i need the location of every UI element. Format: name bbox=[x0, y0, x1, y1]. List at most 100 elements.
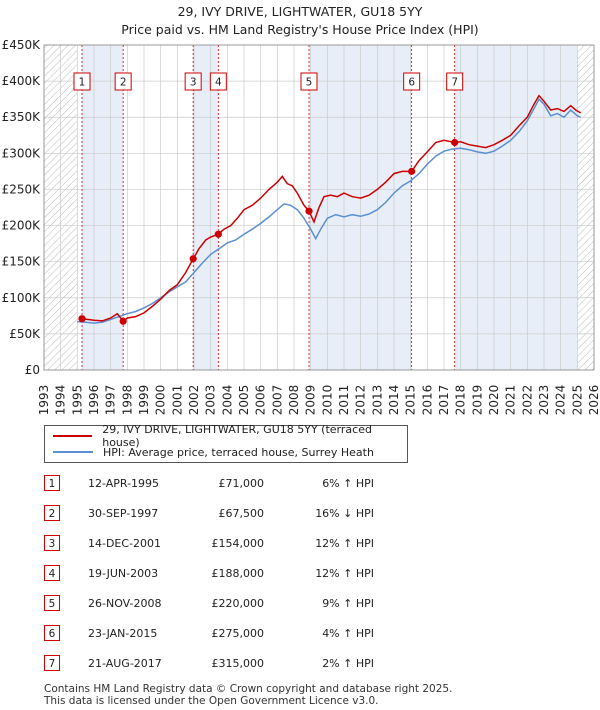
x-tick-label: 1994 bbox=[54, 385, 68, 416]
x-tick-label: 2002 bbox=[187, 385, 201, 416]
price-chart: 1 2 3 4 5 6 7 £0 £50K £100K £150K £200K £250K £300K £3… bbox=[2, 38, 600, 416]
x-tick-label: 2005 bbox=[237, 385, 251, 416]
tx-price: £275,000 bbox=[211, 627, 265, 640]
x-tick-label: 2026 bbox=[587, 385, 600, 416]
tx-date: 30-SEP-1997 bbox=[88, 507, 159, 520]
y-tick-label: £200K bbox=[2, 219, 42, 233]
x-tick-label: 2006 bbox=[254, 385, 268, 416]
tx-price: £67,500 bbox=[218, 507, 265, 520]
sale-label-box bbox=[114, 72, 132, 91]
footer-licence: This data is licensed under the Open Gov… bbox=[44, 695, 379, 707]
sale-point bbox=[119, 317, 127, 325]
sale-label-box bbox=[184, 72, 202, 91]
x-tick-label: 2011 bbox=[337, 385, 351, 416]
tx-price: £315,000 bbox=[211, 657, 265, 670]
tx-number-badge: 6 bbox=[44, 625, 60, 641]
x-tick-label: 2014 bbox=[387, 385, 401, 416]
x-tick-label: 2017 bbox=[437, 385, 451, 416]
x-tick-label: 2022 bbox=[520, 385, 534, 416]
sale-label-box bbox=[209, 72, 227, 91]
sale-point bbox=[451, 138, 459, 147]
sale-point bbox=[189, 255, 197, 263]
x-tick-label: 2008 bbox=[287, 385, 301, 416]
y-tick-label: £150K bbox=[2, 255, 42, 269]
x-tick-label: 2024 bbox=[554, 385, 568, 416]
tx-price: £154,000 bbox=[211, 537, 265, 550]
legend: 29, IVY DRIVE, LIGHTWATER, GU18 5YY (ter… bbox=[44, 423, 408, 463]
chart-title: 29, IVY DRIVE, LIGHTWATER, GU18 5YY bbox=[177, 4, 423, 19]
y-tick-label: £450K bbox=[2, 38, 42, 52]
x-tick-label: 2013 bbox=[370, 385, 384, 416]
tx-number-badge: 4 bbox=[44, 565, 60, 581]
tx-hpi-diff: 12% ↑ HPI bbox=[315, 537, 374, 550]
x-tick-label: 2004 bbox=[220, 385, 234, 416]
sale-label: 2 bbox=[120, 77, 127, 89]
y-tick-label: £300K bbox=[2, 146, 42, 160]
x-tick-label: 2016 bbox=[420, 385, 434, 416]
tx-price: £71,000 bbox=[218, 477, 265, 490]
sale-point bbox=[78, 315, 86, 323]
y-tick-label: £400K bbox=[2, 74, 42, 88]
x-tick-label: 1999 bbox=[137, 385, 151, 416]
x-tick-label: 2025 bbox=[570, 385, 584, 416]
x-tick-label: 1995 bbox=[70, 385, 84, 416]
sale-point bbox=[214, 230, 222, 238]
tx-date: 21-AUG-2017 bbox=[88, 657, 162, 670]
sale-interval-shade bbox=[82, 45, 124, 370]
tx-number-badge: 2 bbox=[44, 505, 60, 521]
x-tick-label: 2020 bbox=[487, 385, 501, 416]
tx-date: 23-JAN-2015 bbox=[88, 627, 158, 640]
legend-label-hpi: HPI: Average price, terraced house, Surr… bbox=[103, 445, 374, 459]
x-tick-label: 2012 bbox=[354, 385, 368, 416]
legend-item-hpi: HPI: Average price, terraced house, Surr… bbox=[53, 445, 374, 459]
sale-interval-shade bbox=[193, 45, 219, 370]
plot-frame bbox=[43, 44, 595, 371]
legend-swatch-property bbox=[53, 435, 93, 437]
sale-label: 7 bbox=[451, 77, 458, 89]
y-tick-label: £350K bbox=[2, 110, 42, 124]
x-tick-label: 1993 bbox=[37, 385, 51, 416]
x-tick-label: 2007 bbox=[270, 385, 284, 416]
tx-hpi-diff: 9% ↑ HPI bbox=[322, 597, 374, 610]
x-tick-label: 2015 bbox=[404, 385, 418, 416]
tx-hpi-diff: 12% ↑ HPI bbox=[315, 567, 374, 580]
tx-hpi-diff: 2% ↑ HPI bbox=[322, 657, 374, 670]
tx-price: £220,000 bbox=[211, 597, 265, 610]
x-tick-label: 2021 bbox=[504, 385, 518, 416]
tx-date: 14-DEC-2001 bbox=[88, 537, 162, 550]
chart-subtitle: Price paid vs. HM Land Registry's House … bbox=[121, 22, 479, 37]
x-tick-label: 2018 bbox=[454, 385, 468, 416]
x-tick-label: 2000 bbox=[154, 385, 168, 416]
legend-item-property: 29, IVY DRIVE, LIGHTWATER, GU18 5YY (ter… bbox=[53, 423, 407, 449]
sale-label-box bbox=[300, 72, 318, 91]
x-tick-label: 1996 bbox=[87, 385, 101, 416]
tx-date: 26-NOV-2008 bbox=[88, 597, 162, 610]
x-tick-label: 2001 bbox=[170, 385, 184, 416]
x-tick-label: 2003 bbox=[204, 385, 218, 416]
tx-hpi-diff: 4% ↑ HPI bbox=[322, 627, 374, 640]
tx-price: £188,000 bbox=[211, 567, 265, 580]
no-data-hatch bbox=[577, 45, 594, 370]
tx-number-badge: 7 bbox=[44, 655, 60, 671]
y-tick-label: £250K bbox=[2, 182, 42, 196]
tx-hpi-diff: 6% ↑ HPI bbox=[322, 477, 374, 490]
sale-point bbox=[408, 167, 416, 175]
property-price-line bbox=[81, 94, 582, 323]
x-tick-label: 1998 bbox=[120, 385, 134, 416]
x-tick-label: 2010 bbox=[320, 385, 334, 416]
y-tick-label: £0 bbox=[25, 363, 40, 377]
sale-interval-shade bbox=[454, 45, 578, 370]
sale-label-box bbox=[446, 72, 464, 91]
x-tick-label: 1997 bbox=[104, 385, 118, 416]
legend-swatch-hpi bbox=[53, 451, 93, 453]
x-tick-label: 2023 bbox=[537, 385, 551, 416]
sale-point bbox=[305, 207, 313, 215]
sale-label: 1 bbox=[79, 77, 86, 89]
sale-label: 6 bbox=[408, 77, 415, 89]
tx-date: 19-JUN-2003 bbox=[88, 567, 159, 580]
sale-label-box bbox=[403, 72, 421, 91]
x-tick-label: 2009 bbox=[304, 385, 318, 416]
y-tick-label: £50K bbox=[9, 327, 41, 341]
footer-copyright: Contains HM Land Registry data © Crown c… bbox=[44, 683, 453, 695]
legend-label-property: 29, IVY DRIVE, LIGHTWATER, GU18 5YY (ter… bbox=[102, 423, 372, 449]
